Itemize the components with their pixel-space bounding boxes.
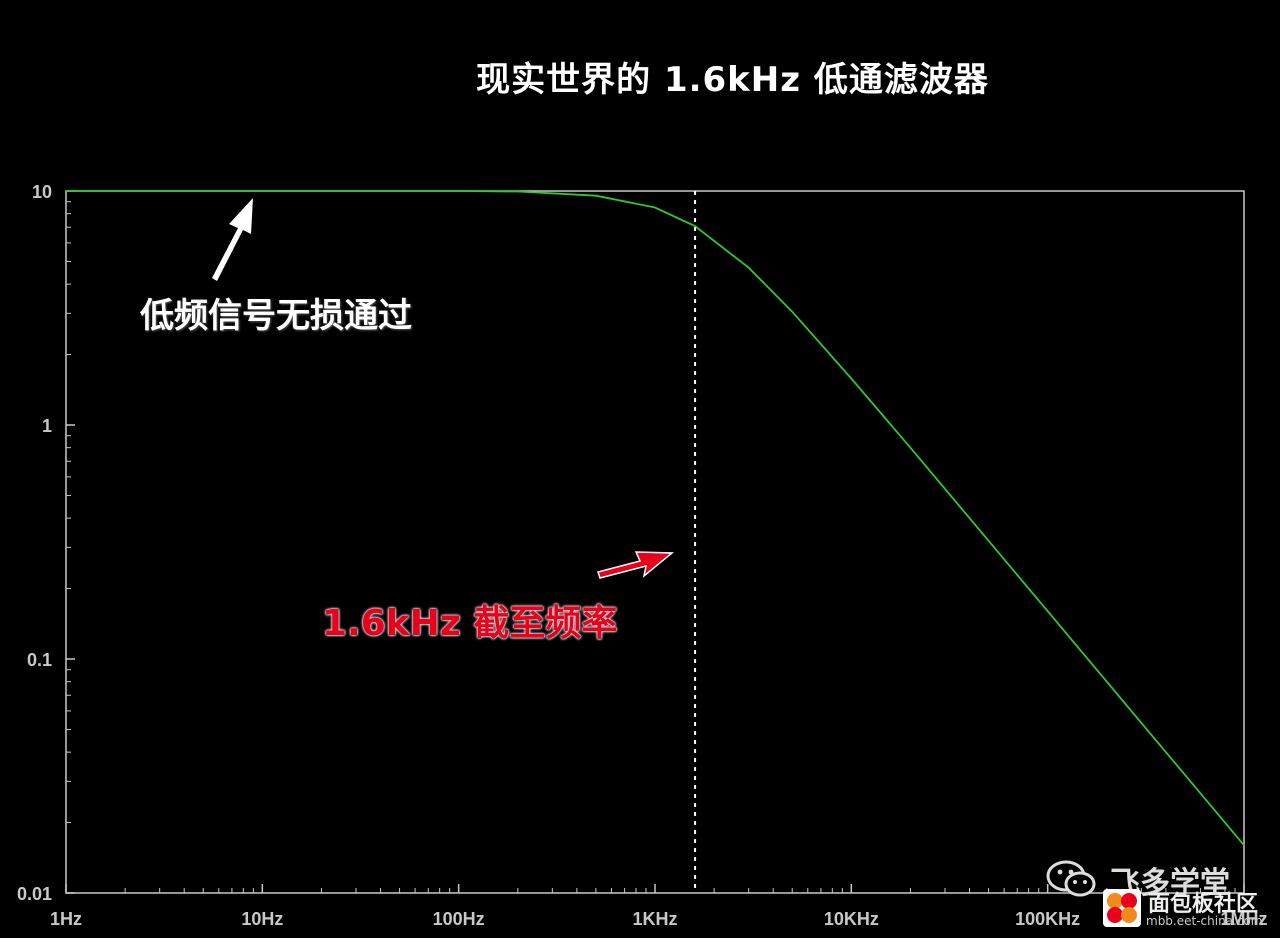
y-tick-label: 1 [42, 416, 52, 436]
passband-annotation: 低频信号无损通过 [140, 296, 412, 336]
mbb-logo-icon [1103, 889, 1141, 927]
tick-labels: 1Hz 10Hz 100Hz 1KHz 10KHz 100KHz 1MHz 10 1 0.1 0.0… [17, 182, 1268, 929]
wechat-icon [1046, 860, 1096, 897]
chart-title: 现实世界的 1.6kHz 低通滤波器 [476, 60, 989, 100]
x-tick-label: 10Hz [241, 909, 283, 929]
x-tick-label: 10KHz [824, 909, 879, 929]
cutoff-annotation: 1.6kHz 截至频率 [322, 603, 618, 644]
y-tick-label: 10 [32, 182, 52, 202]
y-tick-label: 0.1 [27, 650, 52, 670]
passband-arrow [212, 198, 253, 281]
series-group [65, 190, 1245, 846]
watermark-url: mbb.eet-china.com [1146, 914, 1263, 928]
y-tick-label: 0.01 [17, 884, 52, 904]
annotation-arrows [212, 198, 675, 579]
x-tick-label: 1Hz [50, 909, 82, 929]
x-tick-label: 1MHz [1220, 909, 1267, 929]
series-line [66, 190, 1245, 846]
cutoff-arrow [597, 551, 675, 579]
watermark-site-name: 面包板社区 [1148, 892, 1259, 917]
x-tick-label: 1KHz [632, 909, 677, 929]
x-tick-label: 100KHz [1015, 909, 1080, 929]
x-tick-label: 100Hz [433, 909, 485, 929]
